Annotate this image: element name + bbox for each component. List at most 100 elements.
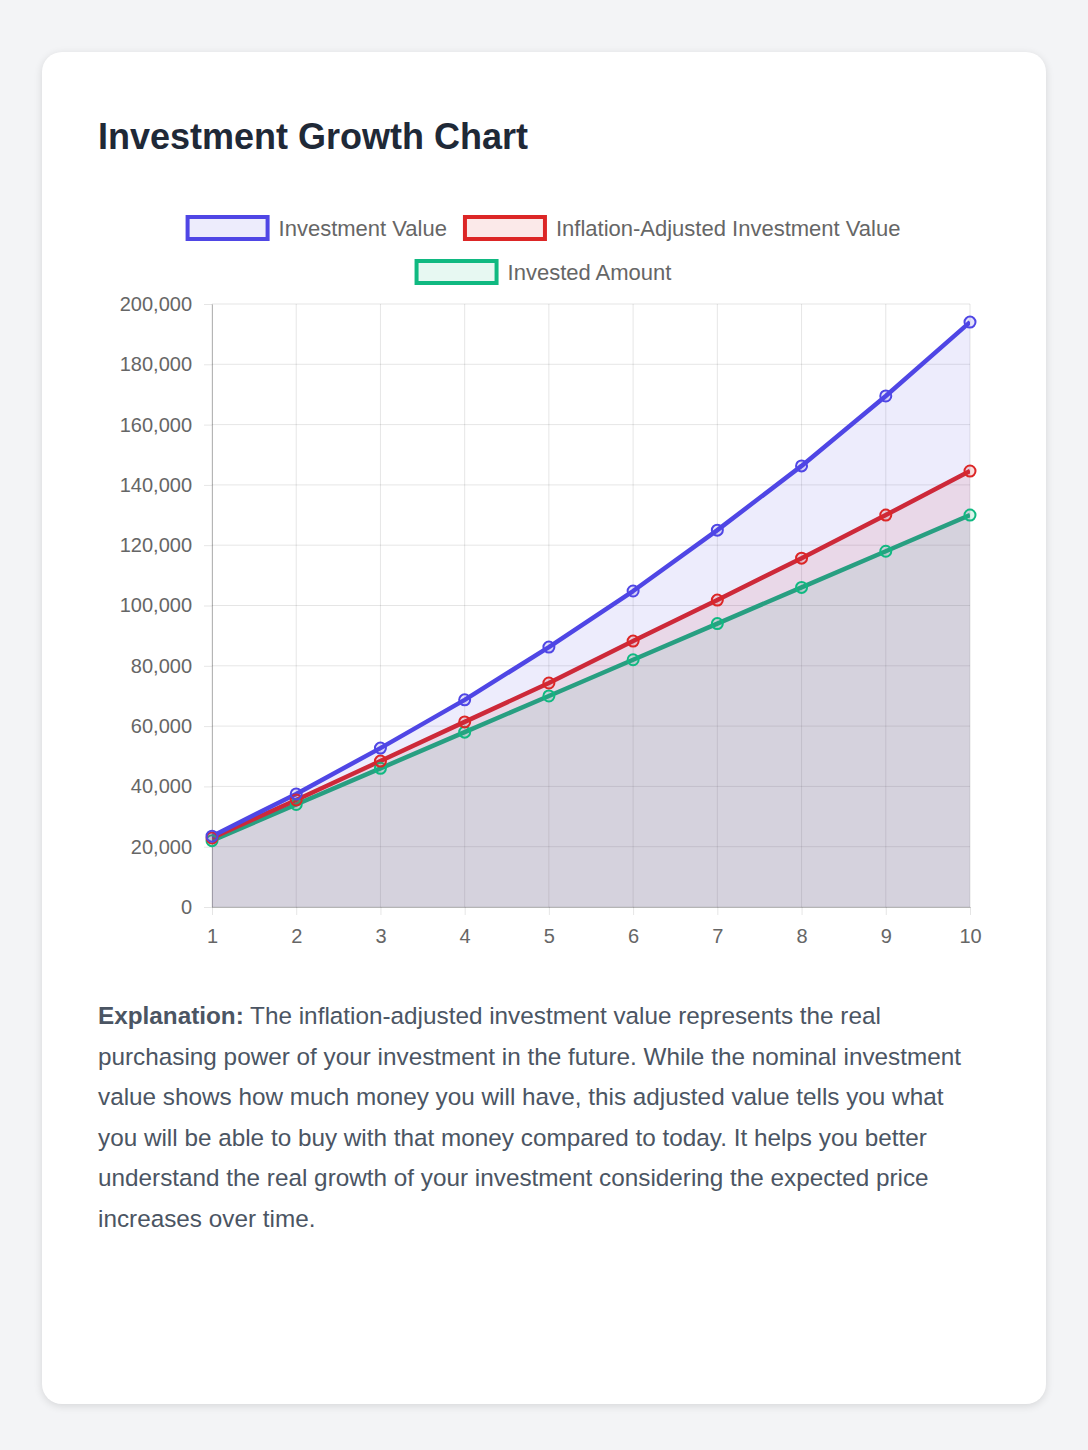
point [207, 831, 218, 842]
legend-item: Investment Value [188, 216, 447, 241]
tick-mark [886, 907, 887, 915]
grid-line [212, 364, 970, 365]
tick-label: 180,000 [120, 353, 192, 375]
point [712, 618, 723, 629]
tick-label: 160,000 [120, 414, 192, 436]
point [965, 510, 976, 521]
tick-mark [204, 545, 212, 546]
legend-swatch [465, 217, 545, 239]
legend-item: Inflation-Adjusted Investment Value [465, 216, 900, 241]
tick-mark [204, 606, 212, 607]
tick-label: 140,000 [120, 474, 192, 496]
legend-swatch [188, 217, 268, 239]
tick: 1 [207, 907, 218, 947]
tick: 0 [181, 896, 212, 918]
tick: 200,000 [120, 293, 212, 315]
line [212, 322, 970, 836]
explanation: Explanation:The inflation-adjusted inves… [98, 996, 984, 1239]
point [712, 595, 723, 606]
point [459, 716, 470, 727]
tick-label: 0 [181, 896, 192, 918]
tick-label: 60,000 [131, 715, 192, 737]
tick: 9 [881, 907, 892, 947]
legend: Investment Value Inflation-Adjusted Inves… [188, 216, 901, 285]
tick-label: 10 [959, 925, 981, 947]
tick-label: 2 [291, 925, 302, 947]
tick: 10 [959, 907, 981, 947]
point [459, 694, 470, 705]
point [375, 743, 386, 754]
plot-area [212, 322, 970, 907]
tick: 6 [628, 907, 639, 947]
tick-mark [204, 907, 212, 908]
tick-mark [204, 786, 212, 787]
tick-mark [465, 907, 466, 915]
point [880, 390, 891, 401]
tick: 80,000 [131, 655, 212, 677]
tick-label: 8 [796, 925, 807, 947]
tick: 120,000 [120, 534, 212, 556]
tick-label: 4 [460, 925, 471, 947]
y-axis: 0 20,000 40,000 60,000 80,000 100,000 120,000 1… [120, 293, 213, 918]
tick-mark [549, 907, 550, 915]
tick: 2 [291, 907, 302, 947]
grid-line [212, 304, 970, 305]
tick-mark [802, 907, 803, 915]
tick-label: 120,000 [120, 534, 192, 556]
tick-mark [970, 907, 971, 915]
grid [212, 304, 970, 907]
annotation-label: Explanation: [98, 1002, 244, 1029]
tick-label: 200,000 [120, 293, 192, 315]
tick-mark [717, 907, 718, 915]
tick: 7 [712, 907, 723, 947]
point [543, 642, 554, 653]
point [796, 460, 807, 471]
legend-label: Invested Amount [508, 260, 672, 285]
point [543, 690, 554, 701]
tick: 20,000 [131, 836, 212, 858]
tick-label: 1 [207, 925, 218, 947]
tick-mark [204, 425, 212, 426]
tick: 4 [460, 907, 471, 947]
tick: 100,000 [120, 594, 212, 616]
x-axis: 1 2 3 4 5 6 7 8 9 10 [207, 907, 982, 947]
tick: 5 [544, 907, 555, 947]
point [965, 466, 976, 477]
tick: 180,000 [120, 353, 212, 375]
point [796, 582, 807, 593]
legend-swatch [417, 261, 497, 283]
point [628, 636, 639, 647]
tick-label: 9 [881, 925, 892, 947]
tick-mark [633, 907, 634, 915]
points [207, 317, 976, 847]
tick-label: 6 [628, 925, 639, 947]
tick-label: 5 [544, 925, 555, 947]
tick: 40,000 [131, 775, 212, 797]
tick-mark [204, 485, 212, 486]
tick-mark [380, 907, 381, 915]
point [291, 788, 302, 799]
legend-label: Investment Value [279, 216, 447, 241]
tick-label: 100,000 [120, 594, 192, 616]
tick-label: 3 [375, 925, 386, 947]
point [880, 510, 891, 521]
axis-line [213, 907, 971, 908]
title: Investment Growth Chart [98, 116, 528, 157]
tick-label: 7 [712, 925, 723, 947]
point [543, 677, 554, 688]
point [796, 553, 807, 564]
annotation-text: The inflation-adjusted investment value … [98, 1002, 961, 1232]
tick: 3 [375, 907, 386, 947]
point [712, 525, 723, 536]
area [212, 322, 970, 907]
point [628, 586, 639, 597]
tick-mark [296, 907, 297, 915]
axis-line [212, 305, 213, 908]
point [628, 654, 639, 665]
legend-item: Invested Amount [417, 260, 672, 285]
tick-label: 20,000 [131, 836, 192, 858]
tick-mark [204, 666, 212, 667]
tick-mark [212, 907, 213, 915]
tick: 60,000 [131, 715, 212, 737]
tick: 140,000 [120, 474, 212, 496]
